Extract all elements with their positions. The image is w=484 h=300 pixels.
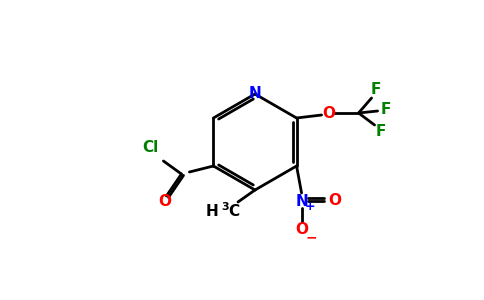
Text: F: F — [370, 82, 381, 98]
Text: N: N — [249, 85, 261, 100]
Text: O: O — [158, 194, 171, 209]
Text: F: F — [380, 103, 391, 118]
Text: F: F — [376, 124, 386, 139]
Text: +: + — [304, 200, 315, 212]
Text: O: O — [322, 106, 335, 121]
Text: C: C — [228, 205, 240, 220]
Text: O: O — [328, 193, 341, 208]
Text: O: O — [295, 221, 308, 236]
Text: H: H — [205, 205, 218, 220]
Text: −: − — [306, 230, 318, 244]
Text: 3: 3 — [221, 202, 229, 212]
Text: Cl: Cl — [142, 140, 159, 155]
Text: N: N — [295, 194, 308, 208]
